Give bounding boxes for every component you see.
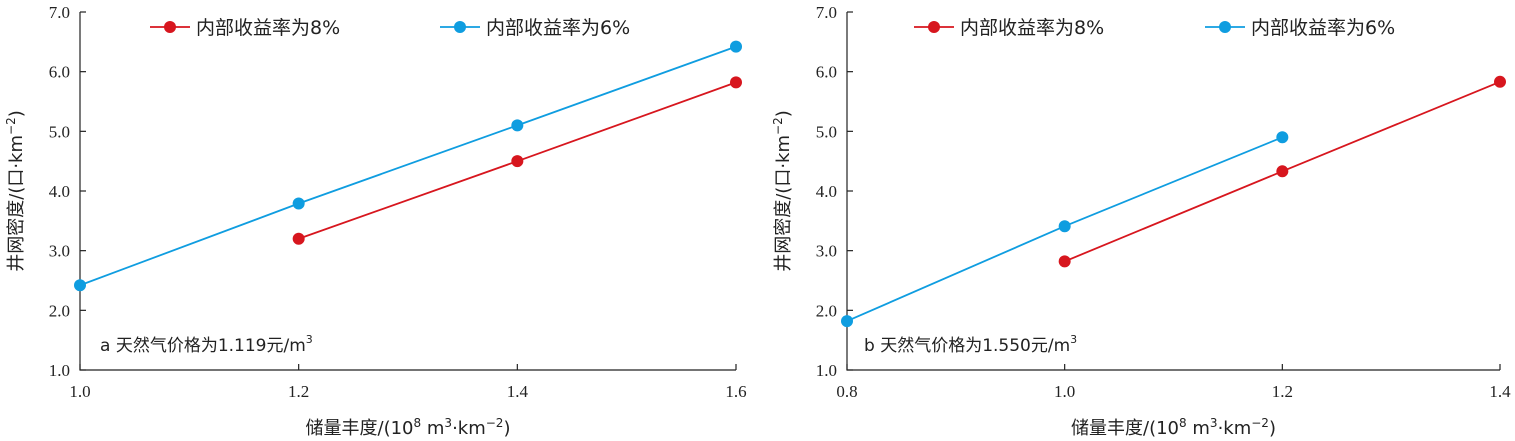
data-point <box>1058 255 1071 268</box>
y-tick-label: 3.0 <box>49 242 70 261</box>
y-tick-label: 7.0 <box>816 3 837 22</box>
series-irr6 <box>74 40 742 292</box>
y-tick-label: 4.0 <box>816 182 837 201</box>
series-irr6 <box>841 131 1289 328</box>
x-axis-label: 储量丰度/(108 m3·km−2) <box>1071 416 1276 439</box>
axis-lines <box>79 12 736 371</box>
data-point <box>292 232 305 245</box>
x-tick-label: 1.4 <box>507 382 529 401</box>
y-tick-label: 4.0 <box>49 182 70 201</box>
data-point <box>1058 220 1071 233</box>
data-point <box>511 155 524 168</box>
legend-label: 内部收益率为8% <box>196 17 340 39</box>
data-point <box>511 119 524 132</box>
y-axis-label: 井网密度/(口·km−2) <box>4 110 27 272</box>
x-tick-label: 1.2 <box>1272 382 1293 401</box>
data-point <box>730 40 742 53</box>
legend-marker <box>1219 21 1231 33</box>
data-point <box>730 76 742 89</box>
legend-label: 内部收益率为6% <box>486 17 630 39</box>
legend-label: 内部收益率为6% <box>1251 17 1395 39</box>
y-tick-label: 1.0 <box>816 361 837 380</box>
y-tick-label: 2.0 <box>49 301 70 320</box>
y-tick-label: 6.0 <box>816 63 837 82</box>
series-irr8 <box>1058 75 1506 268</box>
data-point <box>74 279 86 292</box>
x-axis-label: 储量丰度/(108 m3·km−2) <box>306 416 511 439</box>
legend-item-irr8: 内部收益率为8% <box>150 17 340 39</box>
x-tick-label: 1.4 <box>1489 382 1511 401</box>
axis-lines <box>846 12 1500 371</box>
series-line <box>79 45 737 287</box>
legend-marker <box>164 21 176 33</box>
y-tick-label: 2.0 <box>816 301 837 320</box>
legend-item-irr8: 内部收益率为8% <box>914 17 1104 39</box>
x-tick-label: 1.0 <box>69 382 90 401</box>
panel-annotation: a 天然气价格为1.119元/m3 <box>100 333 313 356</box>
legend-marker <box>454 21 466 33</box>
data-point <box>1494 75 1506 88</box>
y-axis-label: 井网密度/(口·km−2) <box>771 110 794 272</box>
y-tick-label: 1.0 <box>49 361 70 380</box>
y-tick-label: 5.0 <box>816 122 837 141</box>
series-irr8 <box>292 76 742 245</box>
data-point <box>1276 131 1289 144</box>
x-tick-label: 0.8 <box>836 382 857 401</box>
x-tick-label: 1.0 <box>1054 382 1075 401</box>
legend-item-irr6: 内部收益率为6% <box>1205 17 1395 39</box>
y-tick-label: 5.0 <box>49 122 70 141</box>
data-point <box>292 197 305 210</box>
x-tick-label: 1.6 <box>725 382 746 401</box>
y-tick-label: 3.0 <box>816 242 837 261</box>
data-point <box>841 315 853 328</box>
chart-panel-a: 1.0 2.0 3.0 4.0 5.0 6.0 7.0 1.0 1.2 1.4 1.6 储量丰度/(1… <box>4 3 747 439</box>
x-tick-label: 1.2 <box>288 382 309 401</box>
data-point <box>1276 165 1289 178</box>
legend-label: 内部收益率为8% <box>960 17 1104 39</box>
legend-item-irr6: 内部收益率为6% <box>440 17 630 39</box>
panel-annotation: b 天然气价格为1.550元/m3 <box>864 333 1077 356</box>
y-tick-label: 6.0 <box>49 63 70 82</box>
chart-panel-b: 1.0 2.0 3.0 4.0 5.0 6.0 7.0 0.8 1.0 1.2 1.4 储量丰度/(1… <box>771 3 1511 439</box>
legend-marker <box>928 21 940 33</box>
y-tick-label: 7.0 <box>49 3 70 22</box>
